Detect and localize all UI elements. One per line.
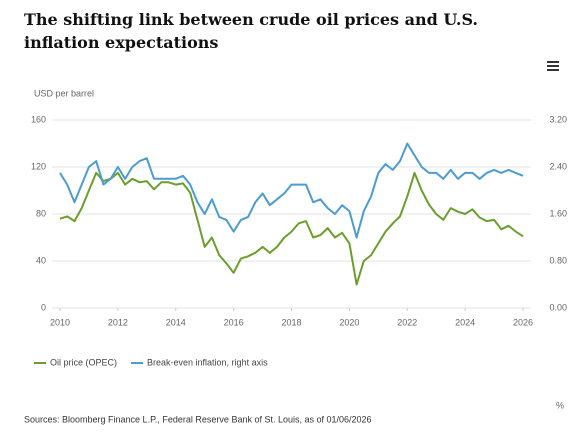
y-tick-label: 80 xyxy=(36,208,46,218)
y-axis-label: USD per barrel xyxy=(34,88,94,98)
x-tick-label: 2022 xyxy=(397,317,417,327)
y-tick-label: 120 xyxy=(31,161,46,171)
y2-tick-label: 0.00 xyxy=(549,302,567,312)
x-tick-label: 2010 xyxy=(50,317,70,327)
y2-tick-label: 3.20 xyxy=(549,114,567,124)
x-tick-label: 2014 xyxy=(166,317,186,327)
legend-label: Break-even inflation, right axis xyxy=(147,357,268,367)
series-line xyxy=(59,142,524,239)
x-tick-label: 2020 xyxy=(339,317,359,327)
legend-label: Oil price (OPEC) xyxy=(50,357,117,367)
y2-axis-label: % xyxy=(556,400,564,410)
y-tick-label: 160 xyxy=(31,114,46,124)
source: Sources: Bloomberg Finance L.P., Federal… xyxy=(24,414,372,424)
x-tick-label: 2024 xyxy=(455,317,475,327)
y-tick-label: 0 xyxy=(41,302,46,312)
menu-icon[interactable] xyxy=(547,61,559,71)
y2-tick-label: 0.80 xyxy=(549,255,567,265)
x-tick-label: 2018 xyxy=(281,317,301,327)
x-tick-label: 2016 xyxy=(224,317,244,327)
y-tick-label: 40 xyxy=(36,255,46,265)
x-tick-label: 2012 xyxy=(108,317,128,327)
x-tick-label: 2026 xyxy=(513,317,533,327)
legend-item: Break-even inflation, right axis xyxy=(131,357,268,367)
chart-title: The shifting link between crude oil pric… xyxy=(24,10,478,52)
y2-tick-label: 2.40 xyxy=(549,161,567,171)
y2-tick-label: 1.60 xyxy=(549,208,567,218)
series-line xyxy=(59,171,524,286)
legend-item: Oil price (OPEC) xyxy=(34,357,117,367)
